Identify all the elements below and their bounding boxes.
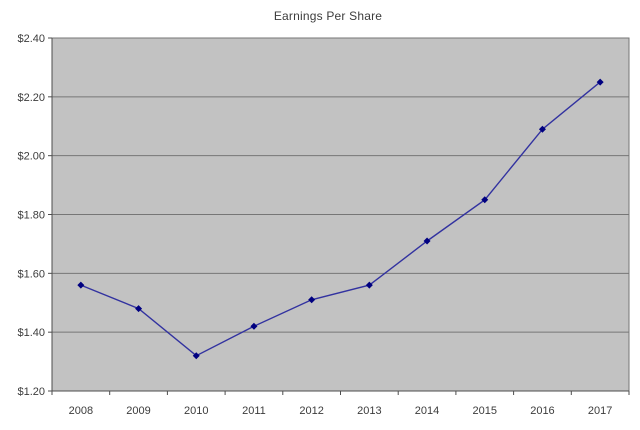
- data-point-marker: [77, 281, 85, 289]
- x-axis-tick-label: 2013: [357, 405, 381, 417]
- data-point-marker: [538, 125, 546, 133]
- x-axis-tick-label: 2016: [530, 405, 554, 417]
- data-point-marker: [481, 196, 489, 204]
- y-axis-tick-label: $2.00: [17, 151, 45, 163]
- data-point-marker: [308, 296, 316, 304]
- data-point-marker: [596, 78, 604, 86]
- x-axis-tick-label: 2012: [299, 405, 323, 417]
- y-axis-tick-label: $2.40: [17, 33, 45, 45]
- x-axis-tick-label: 2011: [242, 405, 266, 417]
- data-point-marker: [250, 322, 258, 330]
- x-axis-tick-label: 2015: [473, 405, 497, 417]
- data-point-marker: [192, 352, 200, 360]
- data-point-marker: [365, 281, 373, 289]
- data-point-marker: [135, 305, 143, 313]
- data-point-marker: [423, 237, 431, 245]
- y-axis-tick-label: $2.20: [17, 92, 45, 104]
- x-axis-tick-label: 2017: [588, 405, 612, 417]
- x-axis-tick-label: 2009: [126, 405, 150, 417]
- chart-title: Earnings Per Share: [273, 9, 383, 23]
- x-axis-tick-label: 2008: [69, 405, 93, 417]
- eps-line: [80, 81, 601, 357]
- y-axis-tick-label: $1.40: [17, 327, 45, 339]
- y-axis-tick-label: $1.20: [17, 386, 45, 398]
- y-axis-tick-label: $1.80: [17, 210, 45, 222]
- x-axis-tick-label: 2010: [184, 405, 208, 417]
- y-axis-tick-label: $1.60: [17, 268, 45, 280]
- x-axis-tick-label: 2014: [415, 405, 439, 417]
